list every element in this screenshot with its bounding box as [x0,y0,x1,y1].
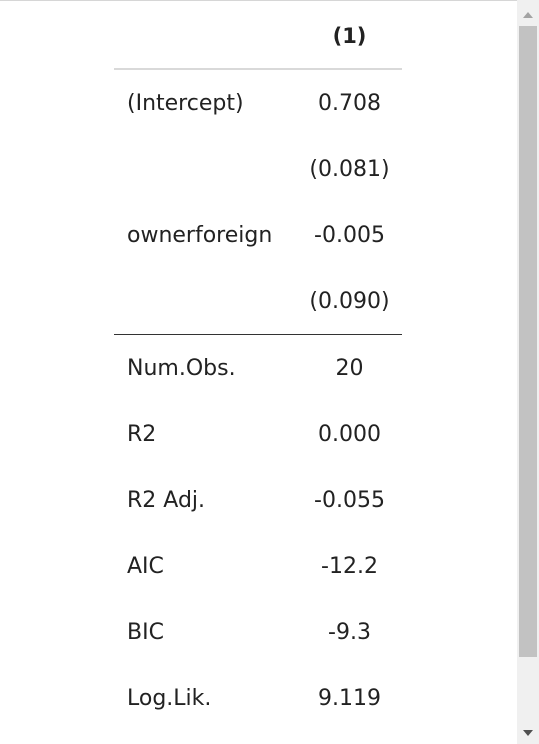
row-label-empty [114,268,297,335]
scroll-down-button[interactable] [517,722,539,744]
se-intercept: (0.081) [309,156,390,182]
stat-value-bic: -9.3 [328,619,371,645]
table-row: ownerforeign -0.005 [114,202,402,268]
stats-row: R2 0.000 [114,401,402,467]
stat-label-log-lik: Log.Lik. [127,685,212,711]
stat-label-r2: R2 [127,421,157,447]
stat-label-num-obs: Num.Obs. [127,355,236,381]
stats-row: Log.Lik. 9.119 [114,665,402,731]
scrollbar-thumb[interactable] [519,26,537,657]
stat-value-log-lik: 9.119 [318,685,381,711]
regression-table-view: (1) (Intercept) 0.708 (0.081) ownerforei… [114,4,402,731]
se-ownerforeign: (0.090) [297,268,402,335]
stat-value-num-obs: 20 [335,355,364,381]
row-label-ownerforeign: ownerforeign [127,222,273,248]
window-top-border [0,0,517,1]
stats-row: R2 Adj. -0.055 [114,467,402,533]
vertical-scrollbar[interactable] [517,0,539,744]
stat-value-r2-adj: -0.055 [314,487,385,513]
stats-row: BIC -9.3 [114,599,402,665]
scroll-up-button[interactable] [517,4,539,26]
stat-label-bic: BIC [127,619,164,645]
table-row: (Intercept) 0.708 [114,69,402,136]
stats-row: AIC -12.2 [114,533,402,599]
regression-table: (1) (Intercept) 0.708 (0.081) ownerforei… [114,4,402,731]
table-header-row: (1) [114,4,402,70]
stat-value-aic: -12.2 [321,553,378,579]
table-row: (0.090) [114,268,402,335]
table-row: (0.081) [114,136,402,202]
chevron-up-icon [523,12,533,18]
coef-intercept: 0.708 [318,90,381,116]
coef-ownerforeign: -0.005 [314,222,385,248]
stat-label-aic: AIC [127,553,164,579]
stat-label-r2-adj: R2 Adj. [127,487,206,513]
header-empty-cell [114,4,297,70]
column-header-model-1: (1) [297,4,402,70]
row-label-empty [114,136,297,202]
row-label-intercept: (Intercept) [127,90,244,116]
stat-value-r2: 0.000 [318,421,381,447]
chevron-down-icon [523,730,533,736]
stats-row: Num.Obs. 20 [114,335,402,402]
